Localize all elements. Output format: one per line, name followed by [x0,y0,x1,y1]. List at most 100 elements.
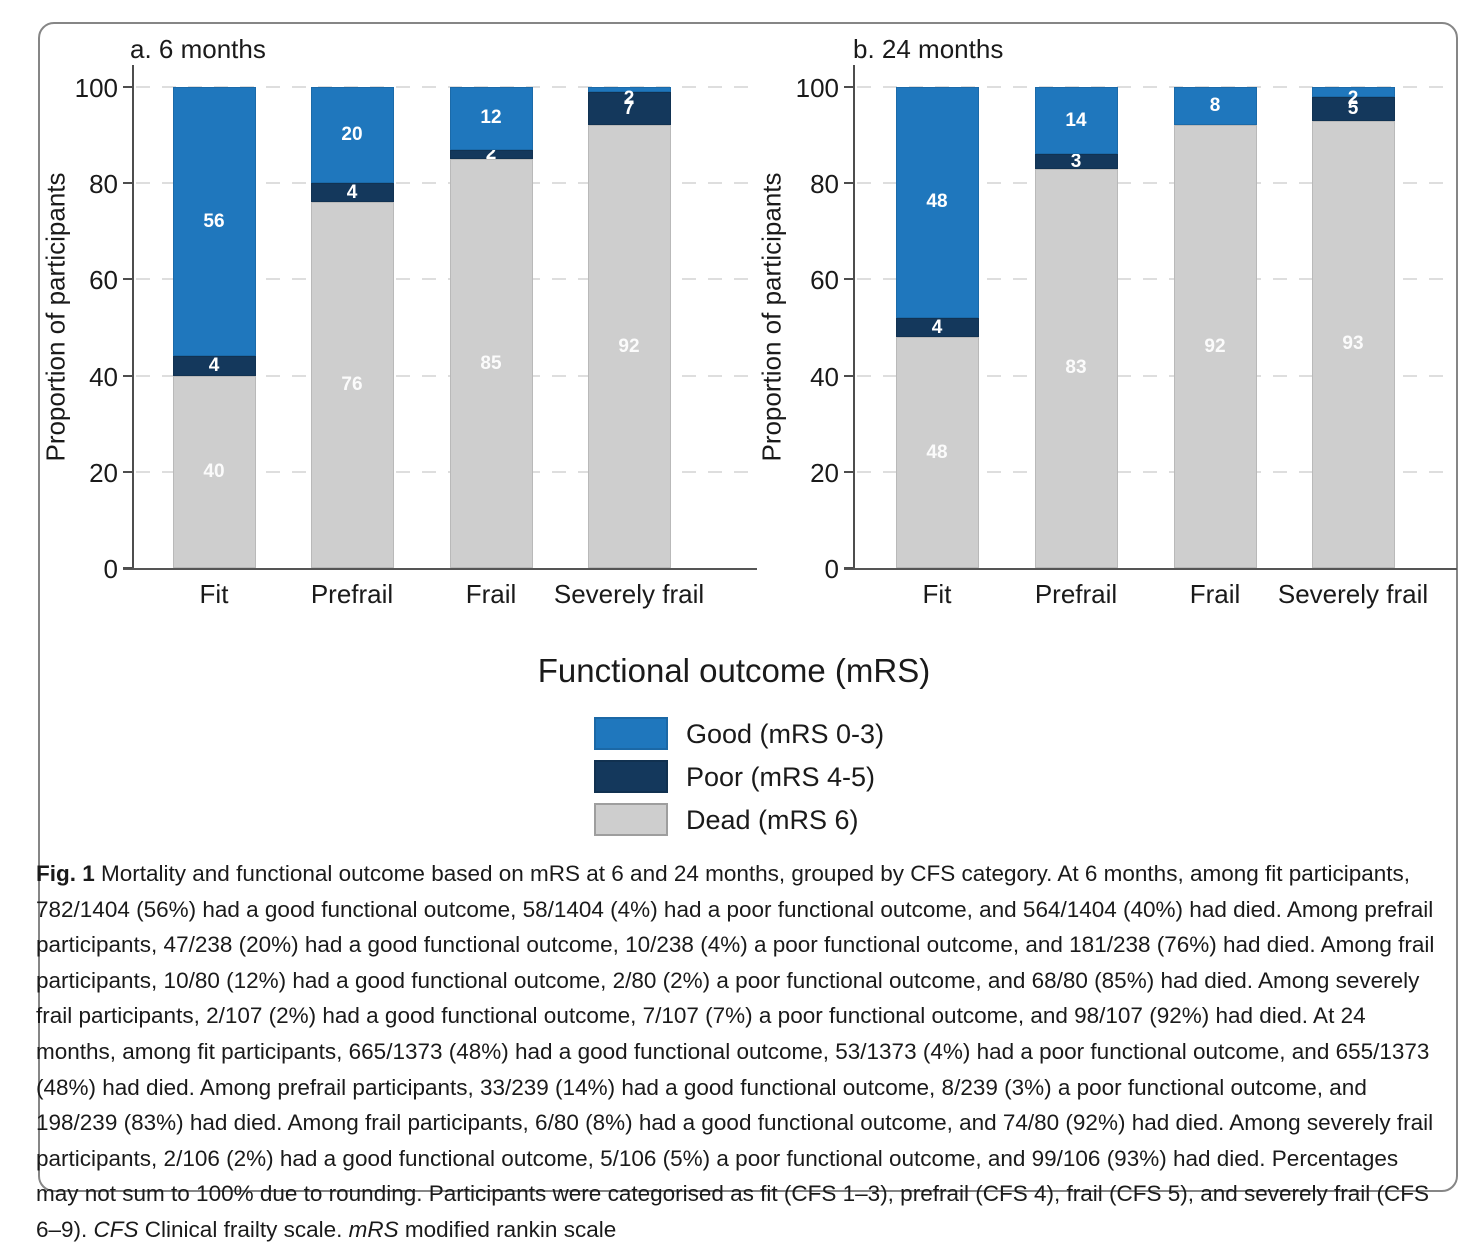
x-category-label: Severely frail [553,579,705,609]
legend-swatch [594,760,668,793]
bar-value-label: 85 [480,352,502,374]
stacked-bar: 92 7 2 [587,87,671,568]
bar-segment [895,317,979,338]
bar-value-label: 2 [623,88,635,109]
bar-value-label: 48 [926,191,948,213]
x-category-label: Frail [465,579,517,609]
figure-page: { "chart_data": [ { "type": "bar", "stac… [36,22,1458,1242]
x-category-label: Frail [1189,579,1241,609]
gridline [136,182,752,185]
legend: Good (mRS 0-3) Poor (mRS 4-5) Dead (mRS 6) [594,717,1014,846]
y-tick-label: 40 [810,361,839,392]
stacked-bar: 93 5 2 [1311,87,1395,568]
caption-segment: modified rankin scale [398,1216,617,1242]
bar-value-label: 93 [1342,333,1364,355]
bar-segment [1034,154,1118,169]
bar-segment [895,337,979,568]
x-axis-line [844,568,1457,570]
y-axis-line [853,65,855,570]
y-tick-label: 20 [810,457,839,488]
y-tick-label: 80 [810,169,839,200]
bar-value-label: 8 [1209,95,1221,117]
stacked-bar: 76 4 20 [310,87,394,568]
caption-segment: Mortality and functional outcome based o… [36,861,1435,1242]
bar-segment [310,202,394,568]
y-tick-label: 40 [89,361,118,392]
caption-segment: mRS [348,1216,399,1242]
bar-segment [449,149,533,160]
bar-segment [172,87,256,357]
bar-value-label: 12 [480,107,502,129]
panel-title: a. 6 months [130,34,266,64]
gridline [136,374,752,377]
y-tick-label: 0 [824,554,839,584]
y-tick-label: 60 [89,265,118,296]
gridline [136,86,752,88]
y-tick-label: 60 [810,265,839,296]
bar-segment [172,356,256,376]
y-tick-mark [844,86,853,88]
bar-value-label: 83 [1065,357,1087,379]
legend-title: Functional outcome (mRS) [537,652,931,689]
y-tick-mark [844,182,853,185]
stacked-bar: 92 8 [1173,87,1257,568]
bar-segment [1311,96,1395,121]
legend-item-label: Dead (mRS 6) [686,805,859,835]
y-tick-label: 100 [74,73,118,103]
y-tick-mark [123,470,132,473]
caption-segment: Clinical frailty scale. [138,1216,349,1242]
y-tick-label: 20 [89,457,118,488]
y-tick-mark [844,567,853,569]
legend-swatch [594,717,668,750]
stacked-bar: 40 4 56 [172,87,256,568]
legend-swatch [594,803,668,836]
y-tick-label: 0 [103,554,118,584]
x-category-label: Fit [199,579,229,609]
bar-segment [1173,125,1257,568]
panel-title: b. 24 months [853,34,1004,64]
y-tick-mark [844,374,853,377]
x-category-label: Prefrail [310,579,394,609]
gridline [136,470,752,473]
legend-item: Dead (mRS 6) [594,803,1014,836]
bar-segment [1034,87,1118,155]
y-axis-line [132,65,134,570]
bar-value-label: 2 [485,143,497,165]
bar-value-label: 4 [346,181,358,203]
x-category-label: Fit [922,579,952,609]
bar-value-label: 2 [1347,88,1359,109]
legend-item: Good (mRS 0-3) [594,717,1014,750]
stacked-bar: 83 3 14 [1034,87,1118,568]
gridline [136,278,752,281]
bar-value-label: 48 [926,441,948,463]
y-axis-label: Proportion of participants [40,172,71,462]
bar-segment [310,87,394,184]
y-tick-mark [123,182,132,185]
gridline [857,470,1452,473]
y-tick-label: 100 [795,73,839,103]
bar-segment [587,125,671,568]
bar-segment [449,159,533,568]
gridline [857,86,1452,88]
bar-segment [449,87,533,150]
bar-segment [1311,87,1395,97]
bar-value-label: 56 [203,210,225,232]
bar-segment [310,183,394,203]
stacked-bar: 85 2 12 [449,87,533,568]
figure-border [38,22,1458,1192]
y-tick-mark [844,278,853,281]
bar-value-label: 4 [208,354,220,376]
caption-segment: Fig. 1 [36,861,95,886]
bar-value-label: 14 [1065,109,1087,131]
stacked-bar: 48 4 48 [895,87,979,568]
bar-segment [587,87,671,92]
x-category-label: Prefrail [1034,579,1118,609]
bar-value-label: 7 [623,97,635,119]
bar-value-label: 92 [618,335,640,357]
bar-value-label: 92 [1204,335,1226,357]
bar-segment [1173,87,1257,126]
bar-segment [1034,168,1118,568]
bar-value-label: 3 [1070,150,1082,172]
bar-value-label: 76 [341,374,363,396]
figure-caption: Fig. 1 Mortality and functional outcome … [36,856,1438,1248]
